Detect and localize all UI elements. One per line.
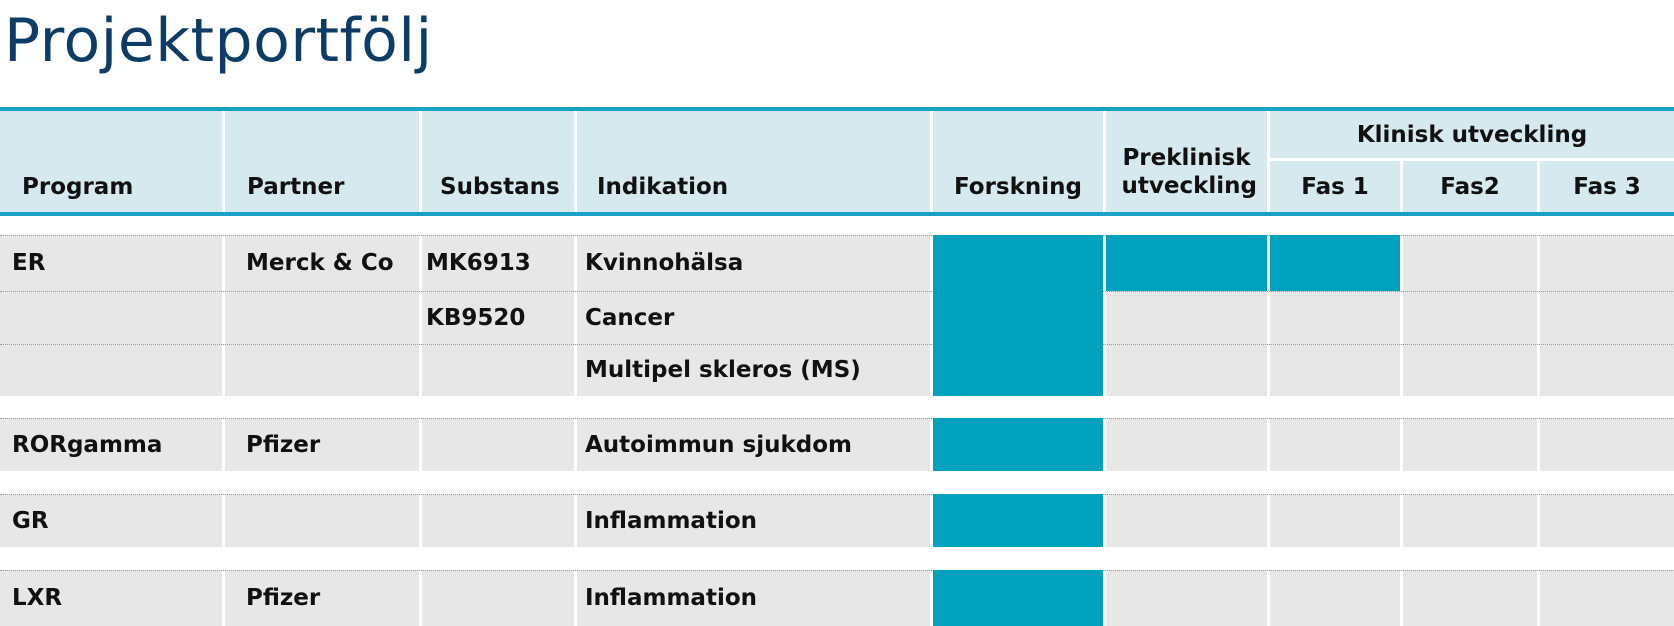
column-separator (1103, 419, 1106, 471)
table-row: LXR Pfizer Inflammation (0, 570, 1674, 626)
column-separator (1103, 571, 1106, 626)
column-separator (930, 571, 933, 626)
column-separator (574, 292, 577, 344)
column-separator (1103, 236, 1106, 291)
column-separator (1267, 345, 1270, 396)
header-forskning: Forskning (933, 111, 1103, 212)
stage-progress-bar (933, 494, 1103, 547)
table-row: ER Merck & Co MK6913 Kvinnohälsa (0, 235, 1674, 291)
column-separator (1267, 571, 1270, 626)
column-separator (1267, 419, 1270, 471)
column-separator (574, 345, 577, 396)
column-separator (1267, 292, 1270, 344)
column-separator (222, 292, 225, 344)
cell-indikation: Kvinnohälsa (585, 250, 744, 276)
cell-partner: Pfizer (246, 432, 321, 458)
header-indikation: Indikation (577, 111, 930, 212)
column-separator (1537, 292, 1540, 344)
column-separator (1400, 236, 1403, 291)
column-separator (574, 419, 577, 471)
column-separator (419, 236, 422, 291)
column-separator (222, 345, 225, 396)
cell-partner: Pfizer (246, 585, 321, 611)
column-separator (930, 495, 933, 547)
column-separator (930, 236, 933, 291)
stage-progress-bar (933, 570, 1103, 626)
column-separator (1400, 419, 1403, 471)
stage-progress-bar (1270, 235, 1400, 291)
page-title: Projektportfölj (4, 6, 433, 76)
table-row: KB9520 Cancer (0, 291, 1674, 344)
column-separator (1537, 419, 1540, 471)
column-separator (1267, 236, 1270, 291)
table-row: Multipel skleros (MS) (0, 344, 1674, 396)
header-fas1: Fas 1 (1270, 161, 1400, 212)
header-klinisk-utveckling: Klinisk utveckling (1270, 111, 1674, 158)
cell-partner: Merck & Co (246, 250, 394, 276)
column-separator (419, 495, 422, 547)
cell-indikation: Multipel skleros (MS) (585, 357, 861, 383)
cell-indikation: Inflammation (585, 508, 758, 534)
column-separator (1537, 345, 1540, 396)
column-separator (930, 419, 933, 471)
column-separator (222, 236, 225, 291)
column-separator (222, 419, 225, 471)
cell-program: LXR (12, 585, 63, 611)
header-fas3: Fas 3 (1540, 161, 1674, 212)
cell-indikation: Autoimmun sjukdom (585, 432, 853, 458)
cell-program: ER (12, 250, 46, 276)
column-separator (419, 419, 422, 471)
column-separator (419, 571, 422, 626)
column-separator (574, 571, 577, 626)
column-separator (1537, 236, 1540, 291)
column-separator (1103, 292, 1106, 344)
header-partner: Partner (225, 111, 419, 212)
cell-program: GR (12, 508, 49, 534)
column-separator (419, 345, 422, 396)
cell-indikation: Inflammation (585, 585, 758, 611)
cell-substans: MK6913 (426, 250, 531, 276)
column-separator (222, 571, 225, 626)
stage-progress-bar (1106, 235, 1267, 291)
header-preklinisk: Preklinisk utveckling (1106, 111, 1267, 212)
column-separator (1400, 571, 1403, 626)
header-program: Program (0, 111, 222, 212)
cell-program: RORgamma (12, 432, 163, 458)
column-separator (1267, 495, 1270, 547)
column-separator (1103, 345, 1106, 396)
cell-indikation: Cancer (585, 305, 675, 331)
stage-progress-bar (933, 418, 1103, 471)
column-separator (574, 495, 577, 547)
column-separator (222, 495, 225, 547)
stage-progress-bar (933, 291, 1103, 344)
header-substans: Substans (422, 111, 574, 212)
table-row: GR Inflammation (0, 494, 1674, 547)
table-row: RORgamma Pfizer Autoimmun sjukdom (0, 418, 1674, 471)
column-separator (1103, 495, 1106, 547)
header-bottom-rule (0, 212, 1674, 216)
column-separator (1400, 292, 1403, 344)
stage-progress-bar (933, 235, 1103, 291)
column-separator (1537, 571, 1540, 626)
header-fas2: Fas2 (1403, 161, 1537, 212)
header-top-rule (0, 107, 1674, 111)
column-separator (930, 345, 933, 396)
column-separator (1400, 345, 1403, 396)
column-separator (574, 236, 577, 291)
column-separator (1400, 495, 1403, 547)
column-separator (419, 292, 422, 344)
stage-progress-bar (933, 344, 1103, 396)
column-separator (1537, 495, 1540, 547)
cell-substans: KB9520 (426, 305, 526, 331)
column-separator (930, 292, 933, 344)
